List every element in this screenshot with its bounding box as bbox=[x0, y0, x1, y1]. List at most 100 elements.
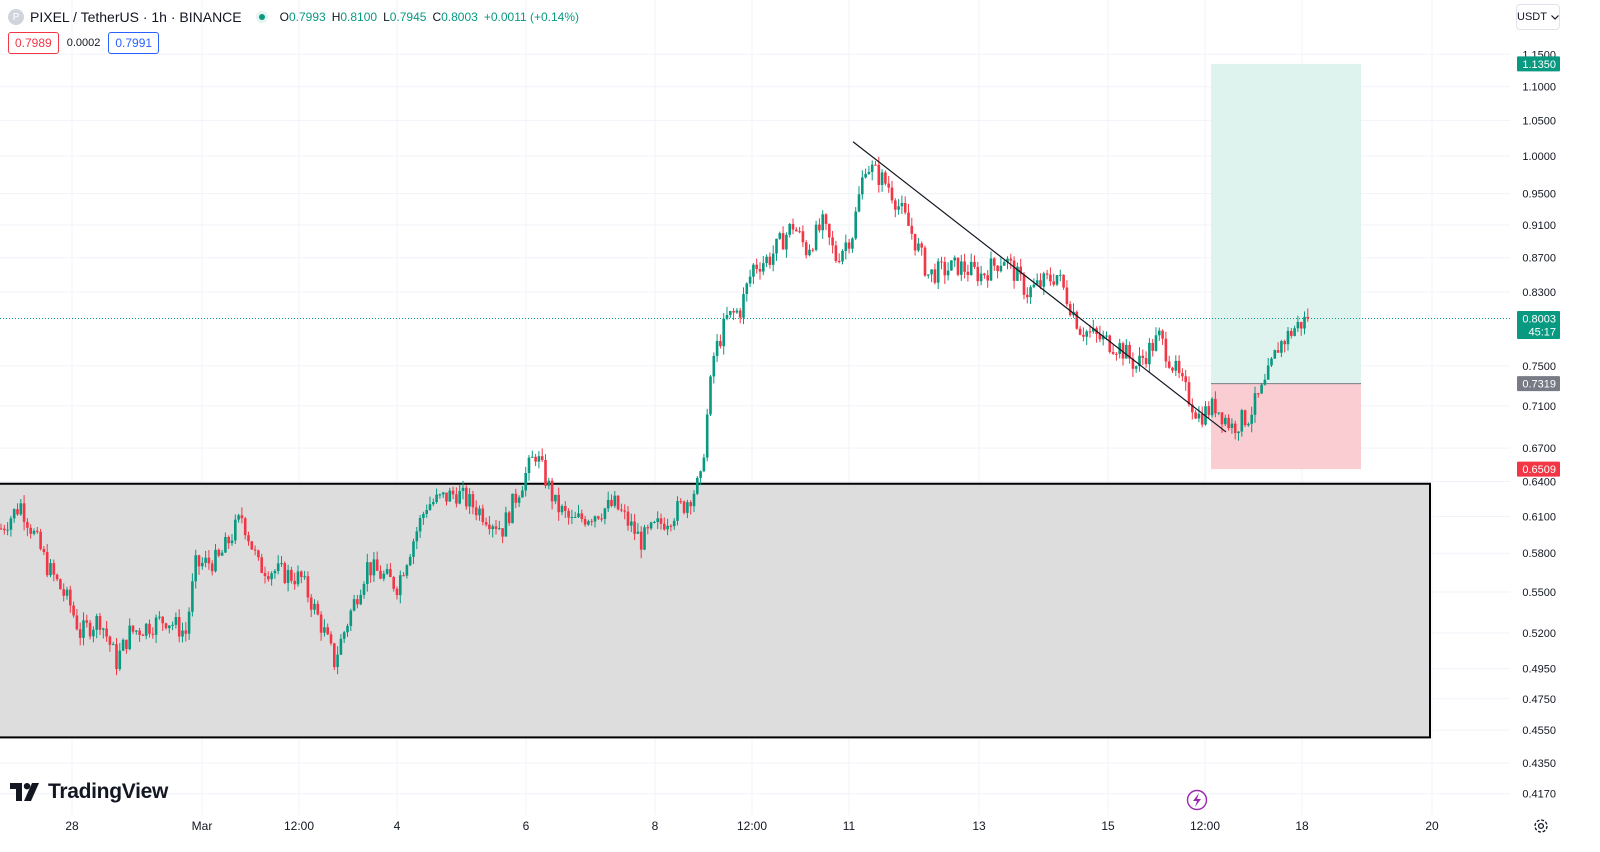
price-tick-label: 0.7100 bbox=[1522, 401, 1556, 413]
candle-body bbox=[69, 589, 72, 606]
candle-body bbox=[369, 562, 372, 576]
price-tick-label: 0.7500 bbox=[1522, 361, 1556, 373]
candle-body bbox=[689, 502, 692, 507]
candle-body bbox=[375, 559, 379, 571]
candle-body bbox=[1006, 258, 1009, 263]
candle-body bbox=[1022, 274, 1026, 295]
price-scale[interactable]: 1.15001.10001.05001.00000.95000.91000.87… bbox=[1522, 49, 1556, 800]
candle-body bbox=[455, 494, 458, 504]
candle-body bbox=[1045, 273, 1049, 275]
candle-body bbox=[1158, 330, 1161, 336]
candle-body bbox=[1174, 360, 1178, 371]
candle-body bbox=[448, 490, 452, 502]
candle-body bbox=[1184, 376, 1187, 383]
candle-body bbox=[78, 629, 82, 638]
candle-body bbox=[867, 171, 871, 174]
sell-button[interactable]: 0.7989 bbox=[8, 32, 59, 54]
candle-body bbox=[936, 261, 940, 283]
candle-body bbox=[745, 283, 749, 295]
candle-body bbox=[1111, 351, 1115, 354]
candle-body bbox=[111, 644, 115, 646]
low-value: 0.7945 bbox=[389, 10, 427, 24]
candle-body bbox=[260, 557, 263, 573]
candle-body bbox=[983, 273, 986, 276]
symbol-title[interactable]: PIXEL / TetherUS · 1h · BINANCE bbox=[30, 9, 242, 25]
candle-body bbox=[204, 557, 207, 563]
candle-body bbox=[600, 518, 603, 520]
candle-body bbox=[339, 638, 343, 655]
candle-body bbox=[894, 200, 897, 210]
candle-body bbox=[118, 650, 122, 670]
support-zone-rectangle[interactable] bbox=[0, 482, 1431, 739]
candle-body bbox=[425, 509, 428, 514]
candle-body bbox=[639, 531, 643, 550]
candle-body bbox=[788, 223, 791, 235]
lightning-icon[interactable] bbox=[1186, 789, 1208, 811]
candle-body bbox=[775, 238, 778, 254]
symbol-legend[interactable]: P PIXEL / TetherUS · 1h · BINANCE O 0.799… bbox=[8, 7, 579, 27]
candle-body bbox=[283, 563, 287, 583]
candle-body bbox=[135, 630, 138, 632]
candle-body bbox=[1197, 413, 1201, 419]
candle-body bbox=[517, 497, 521, 503]
candle-body bbox=[547, 480, 551, 486]
price-tick-label: 1.1000 bbox=[1522, 82, 1556, 94]
candle-body bbox=[59, 579, 62, 590]
candle-body bbox=[705, 414, 709, 458]
buy-button[interactable]: 0.7991 bbox=[108, 32, 160, 54]
candle-body bbox=[732, 311, 735, 313]
candle-body bbox=[224, 536, 227, 553]
stop-loss-zone[interactable] bbox=[1211, 383, 1361, 470]
candle-body bbox=[1115, 353, 1118, 355]
candle-body bbox=[1240, 410, 1244, 432]
price-tick-label: 0.4550 bbox=[1522, 725, 1556, 737]
candle-body bbox=[230, 540, 234, 544]
price-tick-label: 0.9100 bbox=[1522, 220, 1556, 232]
settings-gear-icon[interactable] bbox=[1532, 817, 1550, 835]
candle-body bbox=[804, 242, 808, 256]
candle-body bbox=[0, 528, 3, 530]
currency-selector[interactable]: USDT bbox=[1516, 4, 1560, 30]
candle-body bbox=[382, 573, 386, 579]
candle-body bbox=[979, 273, 983, 282]
candle-body bbox=[36, 530, 39, 532]
entry-label-box bbox=[1517, 376, 1560, 392]
candle-body bbox=[686, 502, 689, 513]
candle-body bbox=[481, 508, 485, 523]
candle-body bbox=[679, 501, 683, 503]
market-status-icon[interactable] bbox=[255, 11, 268, 23]
candle-body bbox=[841, 250, 844, 262]
take-profit-zone[interactable] bbox=[1211, 63, 1361, 384]
candle-body bbox=[735, 310, 739, 313]
current-label: 0.8003 bbox=[1522, 314, 1556, 326]
candle-body bbox=[1253, 393, 1257, 415]
candle-body bbox=[597, 516, 600, 519]
candle-body bbox=[247, 535, 250, 542]
tradingview-brand[interactable]: TradingView bbox=[10, 780, 168, 804]
stop-loss-label-box bbox=[1517, 461, 1560, 477]
time-scale[interactable]: 28 Mar 12:00 4 6 8 12:00 11 13 15 12:00 18 20 bbox=[65, 819, 1439, 833]
candle-body bbox=[946, 270, 950, 276]
close-value: 0.8003 bbox=[441, 10, 478, 24]
candle-body bbox=[1194, 412, 1197, 419]
candle-body bbox=[280, 563, 283, 565]
candle-body bbox=[567, 510, 570, 518]
candle-body bbox=[738, 310, 742, 318]
candle-body bbox=[1247, 423, 1250, 426]
price-tick-label: 0.9500 bbox=[1522, 189, 1556, 201]
candle-body bbox=[389, 569, 392, 578]
candle-body bbox=[1035, 280, 1039, 285]
candle-body bbox=[349, 610, 353, 626]
stop-loss-label: 0.6509 bbox=[1522, 464, 1556, 476]
candle-body bbox=[1283, 341, 1286, 345]
candle-body bbox=[702, 457, 706, 472]
price-tick-label: 0.8700 bbox=[1522, 253, 1556, 265]
candle-body bbox=[26, 521, 29, 528]
trendline-drawing[interactable] bbox=[852, 141, 1227, 433]
candle-body bbox=[1088, 331, 1092, 333]
candle-body bbox=[953, 257, 956, 261]
candle-body bbox=[1224, 417, 1227, 425]
candle-body bbox=[1303, 316, 1306, 329]
candle-body bbox=[1105, 335, 1108, 337]
